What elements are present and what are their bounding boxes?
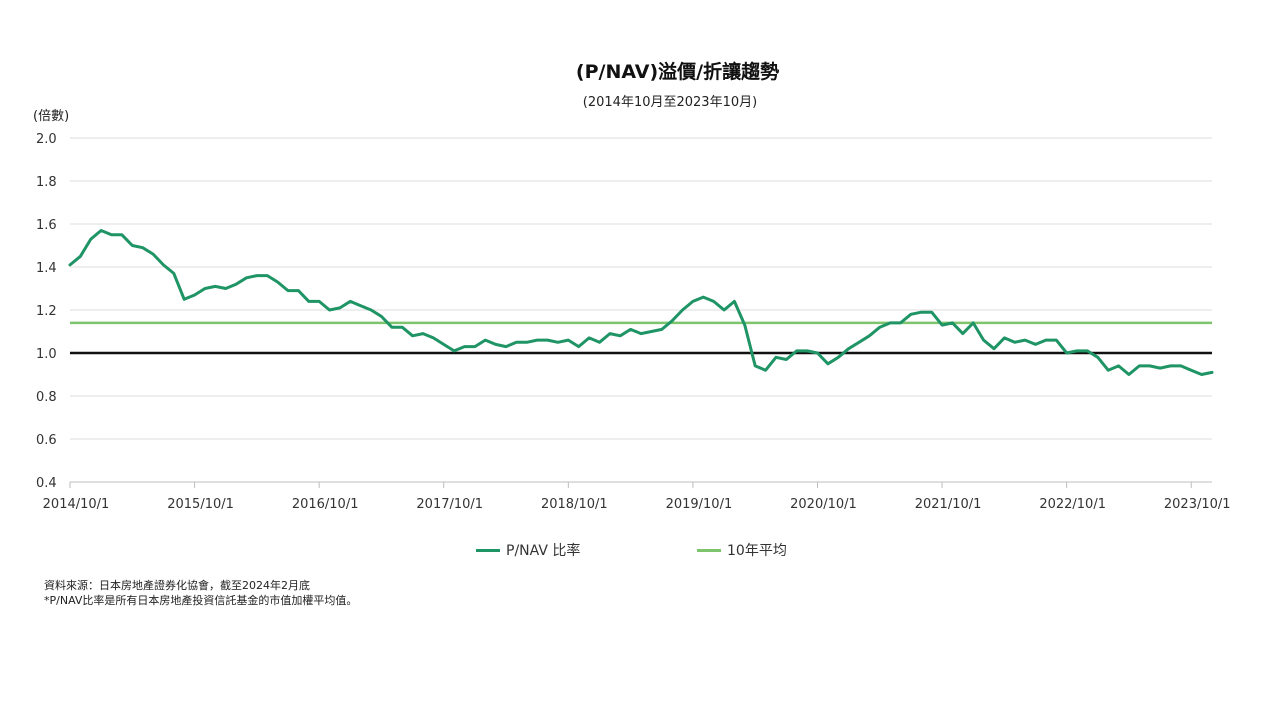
x-tick-label: 2020/10/1 [790,497,857,512]
legend-label-pnav: P/NAV 比率 [506,543,581,559]
legend-swatch-pnav [476,548,500,552]
series-line-pnav [68,229,1214,376]
x-tick-label: 2022/10/1 [1039,497,1106,512]
x-tick-label: 2017/10/1 [416,497,483,512]
x-tick-label: 2014/10/1 [43,497,110,512]
chart-subtitle: (2014年10月至2023年10月) [582,95,758,110]
x-tick-label: 2021/10/1 [915,497,982,512]
legend-item-average: 10年平均 [697,540,787,560]
x-tick-label: 2019/10/1 [666,497,733,512]
x-tick-label: 2015/10/1 [167,497,234,512]
source-note: 資料來源：日本房地產證券化協會，截至2024年2月底 [44,579,310,592]
y-tick-label: 1.0 [36,347,57,362]
y-tick-label: 1.4 [36,261,57,276]
y-tick-label: 0.8 [36,390,57,405]
y-tick-label: 1.6 [36,218,57,233]
x-tick-label: 2016/10/1 [292,497,359,512]
y-tick-label: 1.2 [36,304,57,319]
chart-notes: 資料來源：日本房地產證券化協會，截至2024年2月底 *P/NAV比率是所有日本… [44,578,357,608]
footnote: *P/NAV比率是所有日本房地產投資信託基金的市值加權平均值。 [44,594,358,607]
y-tick-label: 0.4 [36,476,57,491]
y-tick-label: 0.6 [36,433,57,448]
chart-title: (P/NAV)溢價/折讓趨勢 [575,61,780,83]
legend-label-average: 10年平均 [727,543,787,559]
y-tick-label: 1.8 [36,175,57,190]
legend-swatch-average [697,548,721,552]
y-axis-label: (倍數) [33,109,70,124]
legend-item-pnav: P/NAV 比率 [476,540,580,560]
x-tick-label: 2023/10/1 [1164,497,1231,512]
y-tick-label: 2.0 [36,132,57,147]
x-tick-label: 2018/10/1 [541,497,608,512]
